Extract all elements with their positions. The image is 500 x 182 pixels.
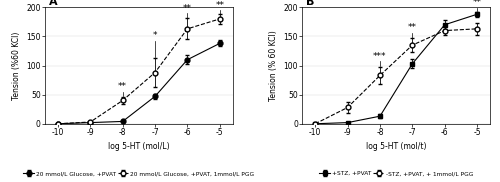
Text: **: ** bbox=[183, 3, 192, 13]
Text: B: B bbox=[306, 0, 314, 7]
Legend: 20 mmol/L Glucose, +PVAT, 20 mmol/L Glucose, +PVAT, 1mmol/L PGG: 20 mmol/L Glucose, +PVAT, 20 mmol/L Gluc… bbox=[24, 171, 254, 176]
X-axis label: log 5-HT (mol/L): log 5-HT (mol/L) bbox=[108, 143, 170, 151]
Text: *: * bbox=[153, 31, 158, 40]
X-axis label: log 5-HT (mol/t): log 5-HT (mol/t) bbox=[366, 143, 426, 151]
Text: **: ** bbox=[472, 0, 482, 7]
Text: A: A bbox=[49, 0, 58, 7]
Legend: +STZ, +PVAT, -STZ, +PVAT, + 1mmol/L PGG: +STZ, +PVAT, -STZ, +PVAT, + 1mmol/L PGG bbox=[320, 171, 473, 176]
Y-axis label: Tension (%60 KCl): Tension (%60 KCl) bbox=[12, 31, 21, 100]
Text: ***: *** bbox=[373, 52, 386, 61]
Text: **: ** bbox=[408, 23, 417, 32]
Text: **: ** bbox=[215, 1, 224, 10]
Y-axis label: Tension (% 60 KCl): Tension (% 60 KCl) bbox=[269, 30, 278, 101]
Text: **: ** bbox=[118, 82, 127, 91]
